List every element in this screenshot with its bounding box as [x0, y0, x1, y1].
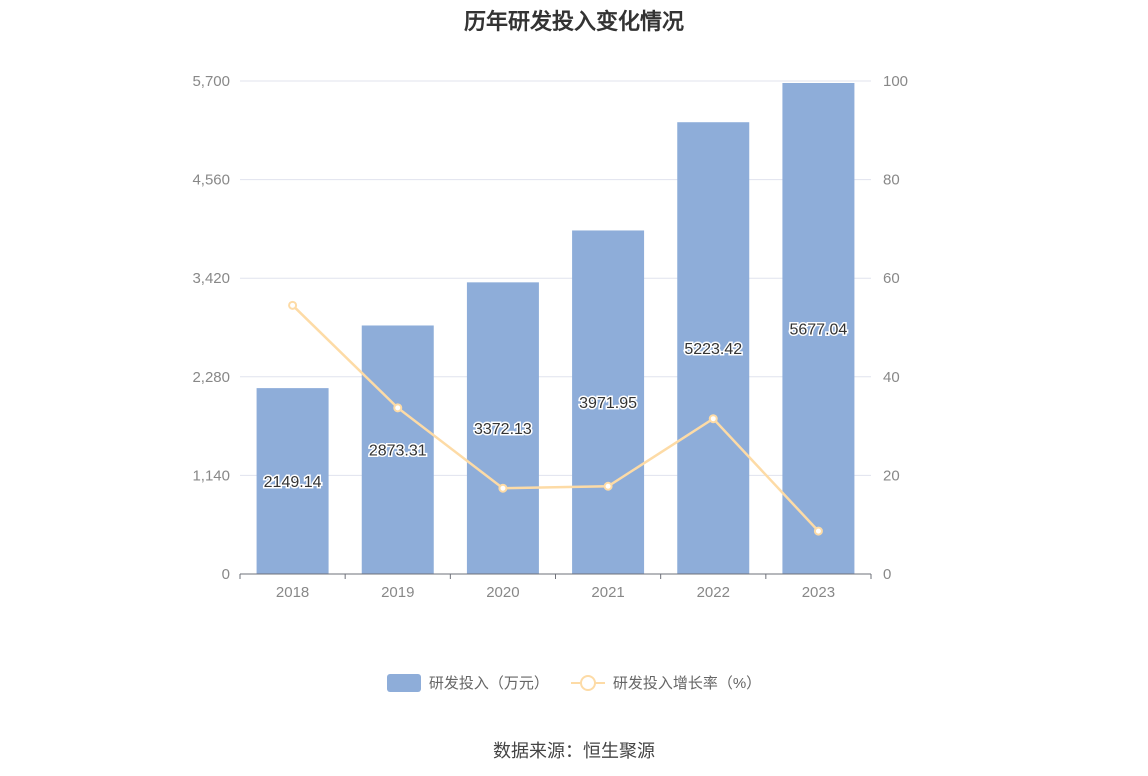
axes: 0 1,140 2,280 3,420 4,560 5,700 0 20 40 60 80 100 20…	[192, 73, 908, 601]
legend-line-swatch	[570, 674, 605, 692]
y-right-tick-label: 40	[883, 369, 900, 386]
bar-value-label: 2873.31	[369, 443, 427, 460]
bar-value-label: 2149.14	[264, 474, 322, 491]
bar	[677, 122, 750, 575]
x-tick-label: 2018	[276, 584, 309, 601]
bar	[361, 325, 434, 574]
y-left-tick-label: 1,140	[192, 467, 230, 484]
legend-item-bar[interactable]: 研发投入（万元）	[386, 672, 549, 693]
legend-item-line[interactable]: 研发投入增长率（%）	[570, 672, 762, 693]
bar-value-label: 3372.13	[474, 421, 532, 438]
y-right-tick-label: 80	[883, 172, 900, 189]
y-right-tick-label: 20	[883, 467, 900, 484]
bar-series	[256, 82, 855, 575]
y-right-tick-label: 60	[883, 270, 900, 287]
y-left-tick-label: 3,420	[192, 270, 230, 287]
line-point	[603, 481, 613, 491]
line-point	[708, 414, 718, 424]
x-tick-label: 2023	[802, 584, 835, 601]
y-left-tick-label: 2,280	[192, 369, 230, 386]
line-point	[288, 300, 298, 310]
bar-value-label: 5677.04	[789, 321, 847, 338]
x-tick-label: 2020	[486, 584, 519, 601]
bar	[572, 230, 645, 574]
y-left-tick-label: 4,560	[192, 172, 230, 189]
grid-lines	[240, 80, 871, 476]
x-tick-label: 2019	[381, 584, 414, 601]
bar	[256, 388, 329, 574]
y-right-tick-label: 0	[883, 566, 891, 583]
y-left-tick-label: 0	[222, 566, 230, 583]
legend-bar-swatch	[386, 673, 421, 692]
y-right-tick-label: 100	[883, 73, 908, 90]
line-point	[813, 526, 823, 536]
legend: 研发投入（万元） 研发投入增长率（%）	[0, 672, 1148, 693]
line-series	[288, 300, 823, 536]
x-tick-label: 2022	[697, 584, 730, 601]
line-point	[498, 483, 508, 493]
data-labels: 2149.14 2873.31 3372.13 3971.95 5223.42 5677.…	[262, 320, 849, 493]
source-note: 数据来源：恒生聚源	[493, 741, 655, 761]
bar-value-label: 5223.42	[684, 341, 742, 358]
legend-bar-label: 研发投入（万元）	[428, 675, 549, 692]
bar	[782, 82, 855, 574]
chart-title: 历年研发投入变化情况	[463, 9, 684, 34]
y-left-tick-label: 5,700	[192, 73, 230, 90]
bar	[466, 282, 539, 574]
line-path	[291, 304, 820, 532]
line-point	[393, 403, 403, 413]
x-tick-label: 2021	[591, 584, 624, 601]
bar-value-label: 3971.95	[579, 395, 637, 412]
legend-line-label: 研发投入增长率（%）	[612, 675, 762, 692]
